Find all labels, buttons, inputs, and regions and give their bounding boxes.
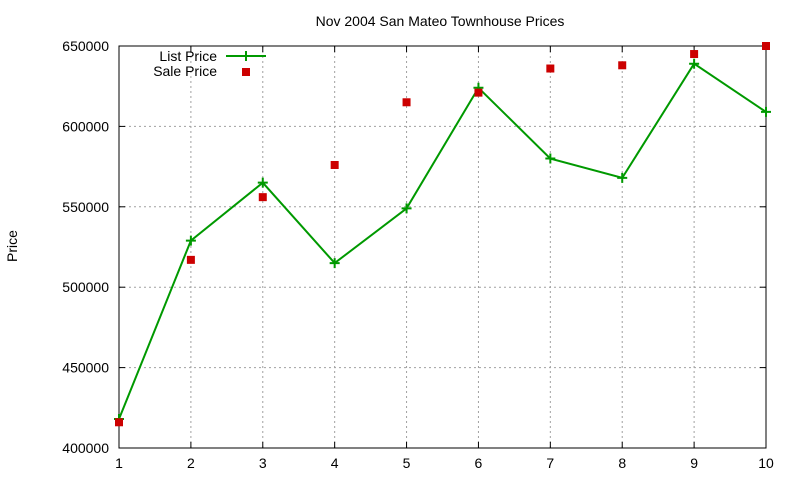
y-tick-label: 400000 xyxy=(62,440,109,456)
y-tick-label: 450000 xyxy=(62,360,109,376)
series-layer xyxy=(114,42,771,427)
x-tick-label: 10 xyxy=(758,455,774,471)
data-point-sale-price xyxy=(618,61,627,70)
data-point-sale-price xyxy=(258,193,267,202)
legend-label-list-price: List Price xyxy=(159,48,217,64)
legend-item-list-price: List Price xyxy=(159,48,266,64)
data-point-sale-price xyxy=(402,98,411,107)
x-tick-label: 2 xyxy=(187,455,195,471)
data-point-sale-price xyxy=(690,50,699,59)
y-ticks: 400000 450000 500000 550000 600000 650000 xyxy=(62,38,766,456)
legend-marker-list-price xyxy=(241,51,251,61)
x-tick-label: 1 xyxy=(115,455,123,471)
data-point-list-price xyxy=(401,203,412,214)
y-axis-label: Price xyxy=(4,230,20,262)
legend-marker-sale-price xyxy=(242,68,250,76)
legend-label-sale-price: Sale Price xyxy=(153,63,217,79)
x-tick-label: 9 xyxy=(690,455,698,471)
data-point-sale-price xyxy=(186,255,195,264)
data-point-sale-price xyxy=(474,88,483,97)
x-tick-label: 6 xyxy=(475,455,483,471)
grid xyxy=(118,45,767,449)
y-tick-label: 550000 xyxy=(62,199,109,215)
series-line-list-price xyxy=(118,62,767,420)
y-tick-label: 500000 xyxy=(62,279,109,295)
x-tick-label: 3 xyxy=(259,455,267,471)
chart-title: Nov 2004 San Mateo Townhouse Prices xyxy=(316,13,565,29)
data-point-list-price xyxy=(689,58,700,69)
data-point-list-price xyxy=(545,153,556,164)
data-point-list-price xyxy=(617,172,628,183)
series-sale-price xyxy=(115,42,770,427)
legend-item-sale-price: Sale Price xyxy=(153,63,250,79)
data-point-list-price xyxy=(257,177,268,188)
data-point-sale-price xyxy=(115,418,123,427)
x-tick-label: 7 xyxy=(546,455,554,471)
data-point-sale-price xyxy=(546,64,555,73)
x-tick-label: 4 xyxy=(331,455,339,471)
data-point-list-price xyxy=(761,106,771,117)
data-point-sale-price xyxy=(762,42,770,50)
data-point-sale-price xyxy=(330,160,339,169)
series-list-price xyxy=(114,58,771,425)
x-tick-label: 8 xyxy=(618,455,626,471)
legend: List Price Sale Price xyxy=(153,48,266,79)
x-tick-label: 5 xyxy=(403,455,411,471)
y-tick-label: 650000 xyxy=(62,38,109,54)
data-point-list-price xyxy=(185,235,196,246)
plot-border xyxy=(118,45,767,449)
x-ticks: 1 2 3 4 5 6 7 8 9 10 xyxy=(115,46,774,471)
data-point-list-price xyxy=(329,258,340,269)
y-tick-label: 600000 xyxy=(62,118,109,134)
